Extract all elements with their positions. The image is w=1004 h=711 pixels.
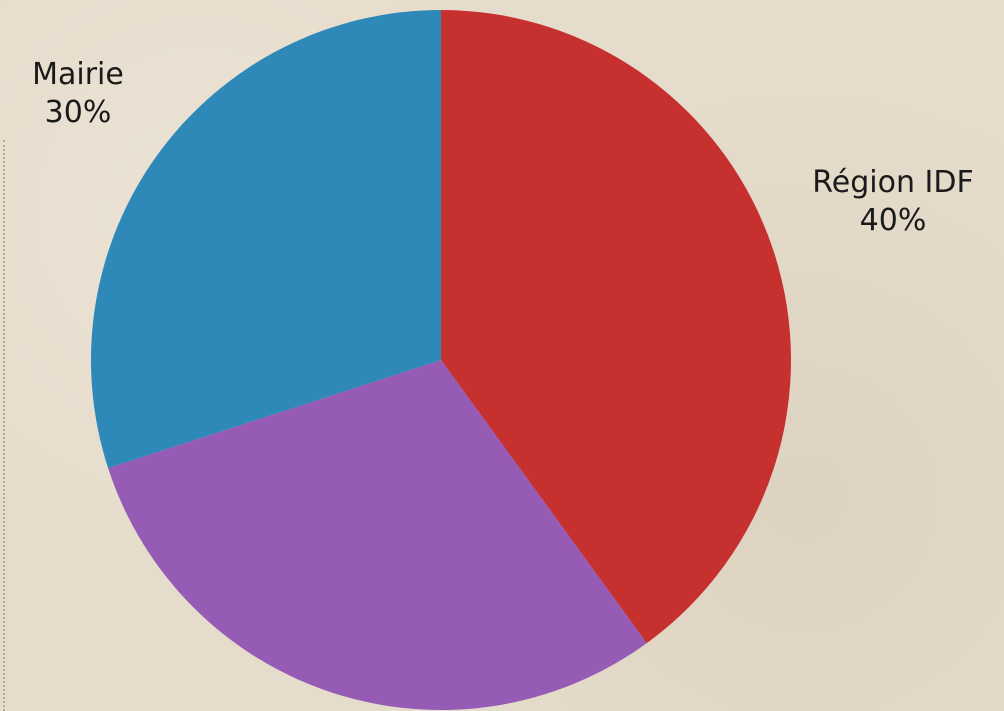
slice-label-mairie: Mairie 30% bbox=[16, 56, 140, 132]
pie-slice-unlabeled-1 bbox=[108, 360, 647, 710]
slice-name-region-idf: Région IDF bbox=[812, 165, 974, 200]
pie-slice-mairie bbox=[90, 10, 442, 469]
slice-name-mairie: Mairie bbox=[32, 57, 124, 92]
slice-label-region-idf: Région IDF 40% bbox=[793, 164, 993, 240]
slice-percent-mairie: 30% bbox=[44, 95, 112, 130]
slice-percent-region-idf: 40% bbox=[859, 203, 927, 238]
left-dotted-divider bbox=[3, 140, 5, 711]
pie-slice-r-gion-idf bbox=[441, 10, 791, 644]
